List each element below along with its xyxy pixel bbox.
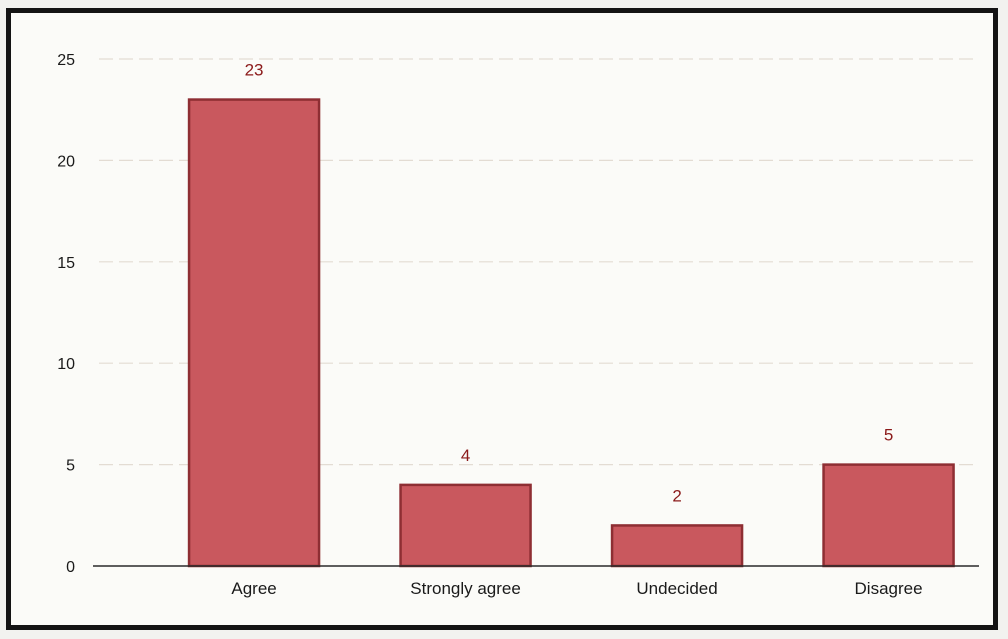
data-labels: 23 4 2 5 <box>245 61 894 506</box>
y-tick-label: 0 <box>66 559 75 576</box>
y-tick-label: 20 <box>57 153 75 170</box>
x-category-label: Undecided <box>636 579 717 598</box>
y-tick-label: 15 <box>57 255 75 272</box>
bar-strongly-agree <box>399 483 532 568</box>
y-tick-label: 25 <box>57 52 75 69</box>
bar-value-label: 5 <box>884 426 893 445</box>
bar-agree <box>187 98 321 568</box>
bar-value-label: 4 <box>461 446 470 465</box>
x-category-label: Agree <box>231 579 276 598</box>
x-category-label: Disagree <box>855 579 923 598</box>
y-tick-label: 10 <box>57 356 75 373</box>
y-axis-ticks: 0 5 10 15 20 25 <box>57 52 75 576</box>
bar-disagree <box>822 463 955 568</box>
x-category-label: Strongly agree <box>410 579 521 598</box>
y-tick-label: 5 <box>66 458 75 475</box>
bars <box>187 98 955 568</box>
bar-value-label: 23 <box>245 61 264 80</box>
bar-undecided <box>610 524 744 568</box>
bar-value-label: 2 <box>672 486 681 505</box>
chart-frame: 0 5 10 15 20 25 23 4 2 5 Agree Strongly agree Unde… <box>6 8 998 630</box>
x-axis-category-labels: Agree Strongly agree Undecided Disagree <box>231 579 922 598</box>
